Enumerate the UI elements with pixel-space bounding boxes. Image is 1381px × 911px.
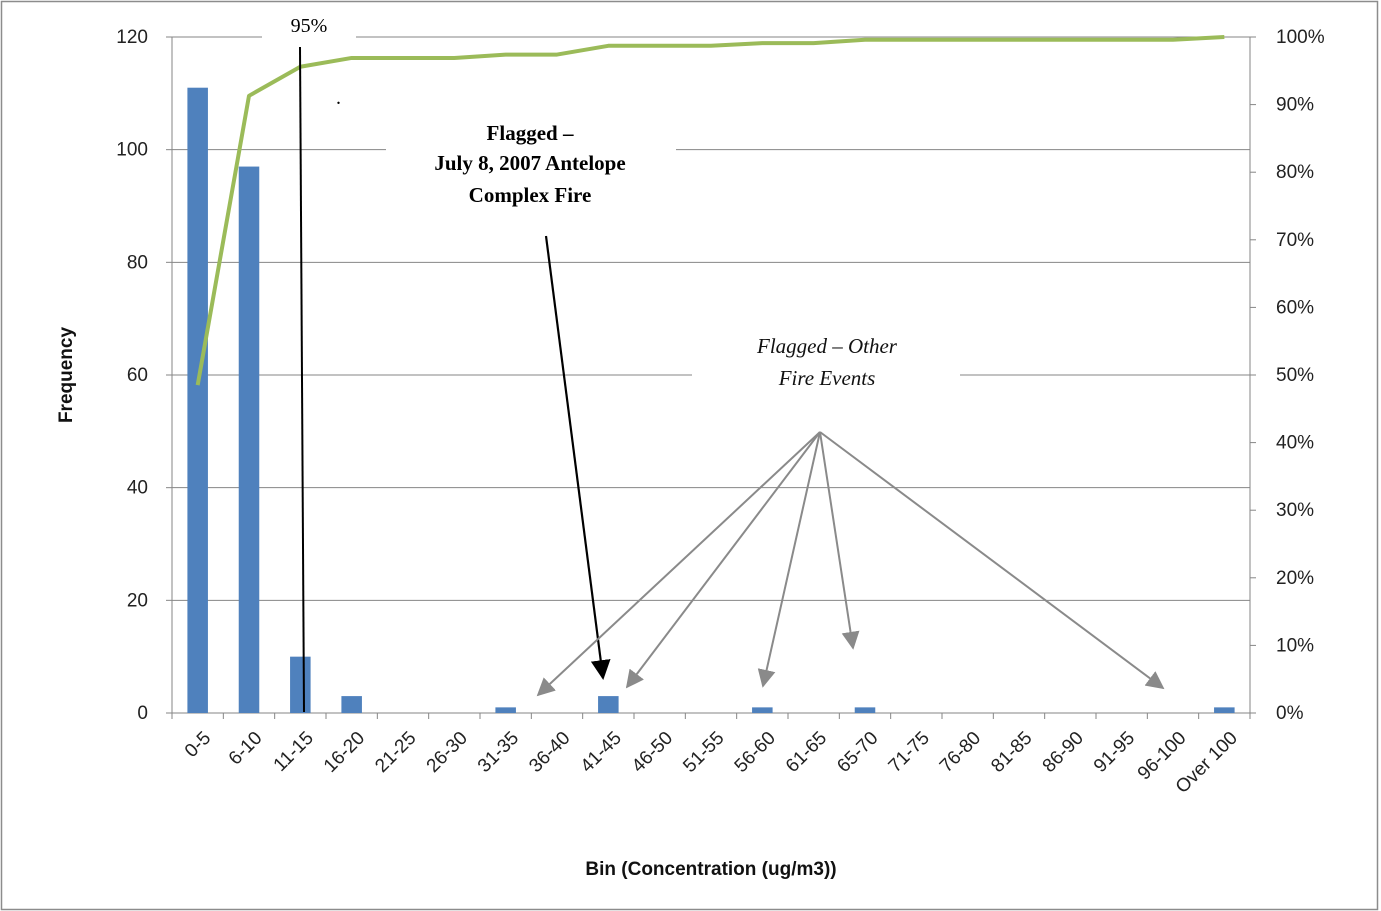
pct95-label-box bbox=[262, 6, 356, 44]
y2-tick-label: 80% bbox=[1276, 162, 1314, 183]
bar bbox=[598, 696, 619, 713]
y-tick-label: 120 bbox=[116, 27, 148, 48]
y-axis-title: Frequency bbox=[56, 327, 77, 424]
y2-tick-label: 40% bbox=[1276, 433, 1314, 454]
bar bbox=[752, 707, 773, 713]
y-tick-label: 40 bbox=[127, 478, 148, 499]
fire-annotation-box bbox=[386, 117, 676, 217]
y-tick-label: 80 bbox=[127, 252, 148, 273]
other-annotation-line1: Flagged – Other bbox=[756, 334, 898, 358]
bar bbox=[495, 707, 516, 713]
y-tick-label: 20 bbox=[127, 590, 148, 611]
fire-annotation-line1: Flagged – bbox=[487, 121, 574, 145]
bar-series bbox=[187, 87, 1235, 714]
gridlines bbox=[172, 36, 1250, 601]
fire-annotation-line3: Complex Fire bbox=[469, 183, 592, 207]
y2-tick-label: 70% bbox=[1276, 230, 1314, 251]
bar bbox=[854, 707, 876, 713]
fire-annotation-line2: July 8, 2007 Antelope bbox=[434, 151, 625, 175]
y2-tick-label: 50% bbox=[1276, 365, 1314, 386]
other-arrow-1 bbox=[536, 431, 821, 697]
bar bbox=[290, 656, 311, 713]
other-arrow-3 bbox=[757, 431, 821, 688]
bar bbox=[238, 166, 260, 714]
pct95-label: 95% bbox=[291, 15, 328, 37]
x-axis-title: Bin (Concentration (ug/m3)) bbox=[585, 859, 836, 880]
y2-tick-label: 10% bbox=[1276, 635, 1314, 656]
other-annotation-line2: Fire Events bbox=[778, 366, 876, 390]
cumulative-line-series bbox=[195, 35, 1225, 386]
bar bbox=[1214, 707, 1235, 713]
y2-tick-label: 90% bbox=[1276, 95, 1314, 116]
other-arrow-2 bbox=[625, 431, 821, 689]
pct95-marker-line bbox=[299, 46, 305, 713]
y2-tick-label: 30% bbox=[1276, 500, 1314, 521]
other-annotation-box bbox=[692, 334, 960, 398]
dot-mark: . bbox=[336, 87, 341, 109]
y-axis-ticks: 0 20 40 60 80 100 120 bbox=[116, 27, 172, 724]
other-arrows bbox=[536, 431, 1165, 697]
cumulative-line bbox=[195, 35, 1225, 386]
bar bbox=[187, 87, 208, 713]
y2-tick-label: 60% bbox=[1276, 297, 1314, 318]
y-tick-label: 0 bbox=[137, 703, 148, 724]
y2-tick-label: 0% bbox=[1276, 703, 1304, 724]
fire-arrow bbox=[544, 235, 611, 680]
other-arrow-5 bbox=[819, 431, 1165, 690]
y-tick-label: 100 bbox=[116, 140, 148, 161]
bar bbox=[341, 696, 362, 713]
y2-tick-label: 20% bbox=[1276, 568, 1314, 589]
y2-axis-ticks: 0% 10% 20% 30% 40% 50% 60% 70% 80% 90% 100% bbox=[1250, 27, 1325, 724]
y-tick-label: 60 bbox=[127, 365, 148, 386]
other-arrow-4 bbox=[819, 431, 860, 650]
y2-tick-label: 100% bbox=[1276, 27, 1325, 48]
